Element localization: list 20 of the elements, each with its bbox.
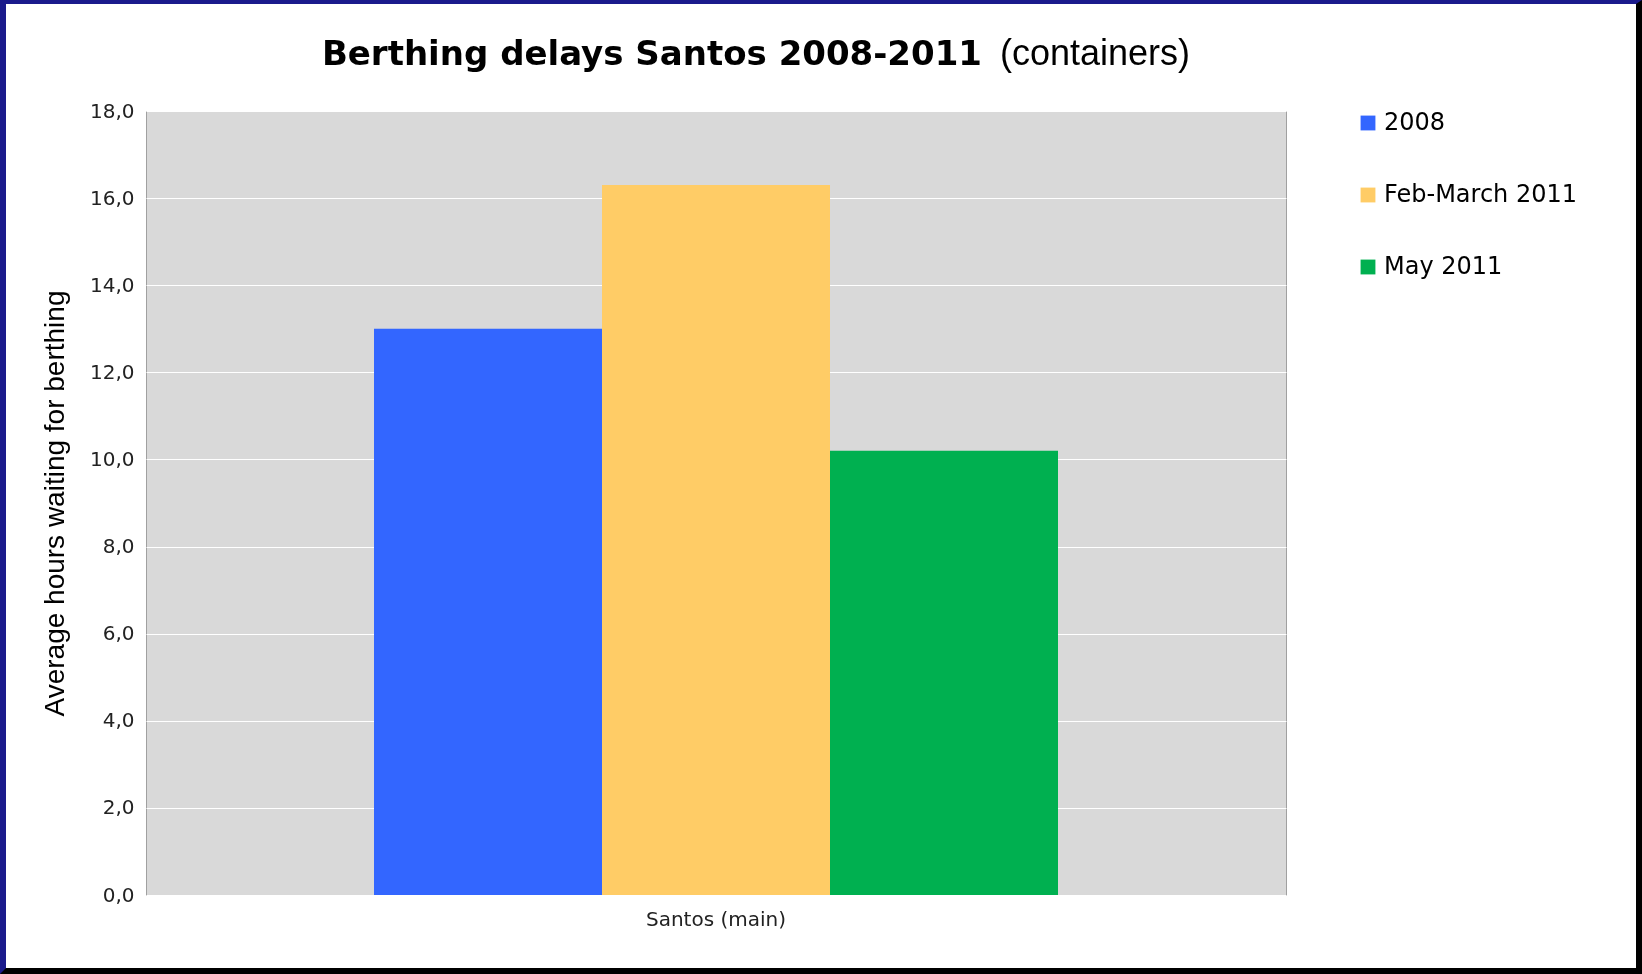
y-tick-label: 12,0	[89, 359, 135, 384]
y-tick-label: 18,0	[89, 98, 135, 123]
bar	[602, 185, 830, 895]
y-tick-label: 2,0	[102, 795, 135, 820]
y-tick-label: 8,0	[102, 534, 135, 559]
x-tick-label: Santos (main)	[645, 906, 787, 931]
y-tick-label: 10,0	[89, 446, 135, 471]
chart-title: Berthing delays Santos 2008-2011	[321, 33, 983, 73]
y-axis-title: Average hours waiting for berthing	[38, 290, 70, 717]
legend-label: Feb-March 2011	[1384, 180, 1578, 208]
y-tick-label: 14,0	[89, 272, 135, 297]
y-tick-label: 6,0	[102, 621, 135, 646]
bar	[830, 450, 1058, 895]
y-tick-label: 16,0	[89, 185, 135, 210]
y-tick-label: 4,0	[102, 708, 135, 733]
bar	[374, 328, 602, 895]
legend-label: May 2011	[1384, 252, 1503, 280]
chart-subtitle: (containers)	[999, 32, 1191, 73]
y-tick-label: 0,0	[102, 882, 135, 907]
legend-label: 2008	[1384, 108, 1446, 136]
